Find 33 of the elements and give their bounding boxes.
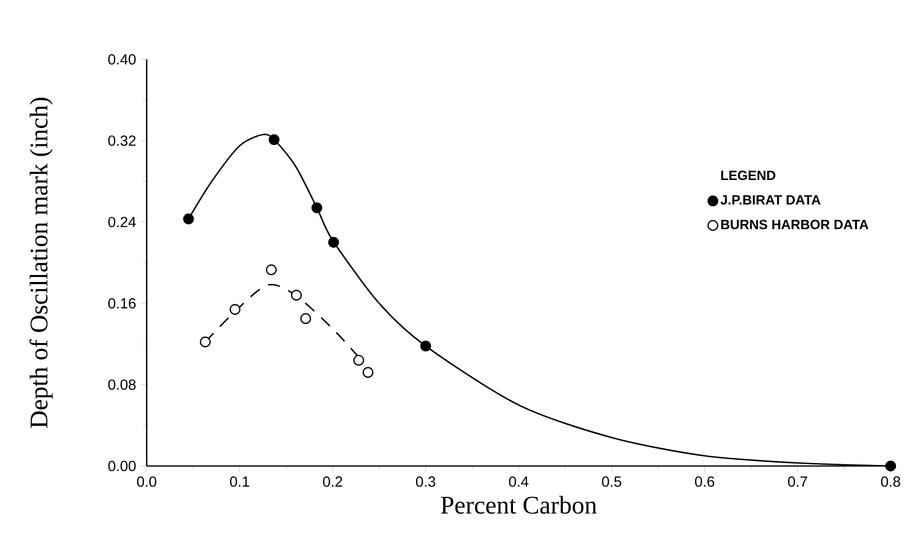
point (300, 313, 312, 324)
y-tick-label: 0.24 (108, 216, 136, 228)
y-tick-label: 0.08 (108, 379, 136, 390)
x-axis-title: Percent Carbon (440, 496, 597, 514)
x-tick-label: 0.7 (788, 476, 808, 487)
x-tick-label: 0.4 (509, 476, 528, 487)
y-tick-label: 0.00 (108, 460, 136, 472)
point (328, 236, 340, 248)
y-tick-label: 0.40 (108, 54, 136, 65)
point (266, 264, 277, 276)
x-tick-label: 0.6 (695, 476, 714, 487)
x-tick-label: 0.8 (881, 476, 900, 487)
x-tick-label: 0.0 (137, 476, 156, 487)
x-tick-label: 0.2 (323, 476, 342, 487)
y-tick-label: 0.32 (108, 135, 136, 146)
legend-label: J.P.BIRAT DATA (720, 195, 821, 205)
y-axis-title: Depth of Oscillation mark (inch) (29, 98, 53, 428)
x-tick-label: 0.1 (230, 476, 250, 487)
point (885, 460, 896, 472)
legend-label: BURNS HARBOR DATA (721, 220, 868, 230)
point (200, 336, 211, 348)
x-tick-label: 0.3 (416, 476, 436, 487)
point (268, 134, 280, 146)
y-tick-label: 0.16 (108, 298, 136, 309)
point (353, 354, 364, 366)
point (420, 340, 432, 352)
legend-title: LEGEND (721, 170, 776, 180)
point (230, 304, 240, 315)
point (291, 290, 302, 301)
point (183, 214, 194, 224)
point (311, 202, 322, 214)
point (362, 367, 374, 378)
x-tick-label: 0.5 (602, 476, 622, 487)
